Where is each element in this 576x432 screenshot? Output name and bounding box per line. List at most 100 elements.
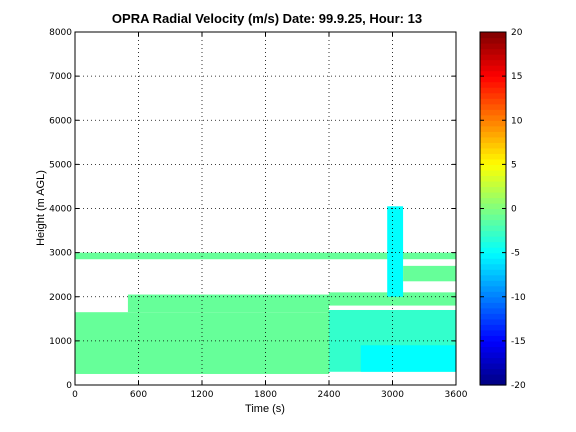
colorbar-tick-label: -10 bbox=[511, 293, 526, 303]
colorbar-step bbox=[480, 164, 506, 171]
colorbar-step bbox=[480, 318, 506, 325]
x-tick-label: 600 bbox=[130, 390, 147, 400]
colorbar-step bbox=[480, 247, 506, 254]
colorbar-step bbox=[480, 70, 506, 77]
colorbar-step bbox=[480, 351, 506, 359]
colorbar-tick-label: 5 bbox=[511, 160, 517, 170]
colorbar-step bbox=[480, 373, 506, 381]
x-tick-label: 1800 bbox=[254, 390, 277, 400]
colorbar-step bbox=[480, 32, 506, 39]
x-tick-label: 1200 bbox=[191, 390, 214, 400]
colorbar-step bbox=[480, 346, 506, 353]
colorbar-step bbox=[480, 219, 506, 226]
colorbar-step bbox=[480, 285, 506, 292]
colorbar-tick-label: -5 bbox=[511, 249, 520, 259]
colorbar-step bbox=[480, 131, 506, 138]
colorbar-step bbox=[480, 125, 506, 132]
colorbar-step bbox=[480, 43, 506, 50]
colorbar-step bbox=[480, 120, 506, 127]
y-tick-label: 2000 bbox=[49, 293, 72, 303]
colorbar-tick-label: 20 bbox=[511, 28, 523, 38]
colorbar-step bbox=[480, 202, 506, 210]
y-tick-label: 0 bbox=[66, 381, 72, 391]
x-tick-label: 2400 bbox=[318, 390, 341, 400]
colorbar-gradient bbox=[480, 32, 506, 386]
y-tick-label: 6000 bbox=[49, 116, 72, 126]
x-tick-label: 3600 bbox=[445, 390, 468, 400]
y-tick-label: 4000 bbox=[49, 205, 72, 215]
colorbar-step bbox=[480, 37, 506, 44]
colorbar-step bbox=[480, 302, 506, 309]
plot-area: 0 600 1200 1800 2400 3000 3600 0 1000 2000 3000 40… bbox=[49, 28, 468, 400]
colorbar-step bbox=[480, 114, 506, 121]
colorbar-step bbox=[480, 153, 506, 160]
colorbar-tick-label: 10 bbox=[511, 116, 523, 126]
colorbar-tick-label: -15 bbox=[511, 337, 526, 347]
velocity-region-2 bbox=[127, 294, 330, 313]
colorbar-step bbox=[480, 76, 506, 83]
colorbar-step bbox=[480, 81, 506, 88]
colorbar-step bbox=[480, 191, 506, 199]
velocity-region-0 bbox=[75, 312, 329, 374]
velocity-region-7 bbox=[403, 265, 456, 282]
colorbar-step bbox=[480, 180, 506, 188]
x-tick-label: 0 bbox=[72, 390, 78, 400]
colorbar-step bbox=[480, 158, 506, 165]
colorbar-step bbox=[480, 258, 506, 265]
y-tick-label: 3000 bbox=[49, 249, 72, 259]
colorbar-step bbox=[480, 230, 506, 237]
colorbar-ticks: 20 15 10 5 0 -5 -10 -15 -20 bbox=[480, 28, 526, 391]
colorbar-step bbox=[480, 296, 506, 303]
colorbar-step bbox=[480, 379, 506, 386]
grid bbox=[75, 32, 456, 385]
colorbar-step bbox=[480, 208, 506, 215]
velocity-region-1 bbox=[75, 252, 456, 260]
colorbar-step bbox=[480, 136, 506, 143]
y-tick-label: 7000 bbox=[49, 72, 72, 82]
colorbar-step bbox=[480, 357, 506, 364]
y-tick-label: 1000 bbox=[49, 337, 72, 347]
colorbar-step bbox=[480, 169, 506, 177]
colorbar-tick-label: 0 bbox=[511, 205, 517, 215]
colorbar-step bbox=[480, 236, 506, 243]
colorbar-step bbox=[480, 175, 506, 182]
colorbar-step bbox=[480, 241, 506, 248]
y-axis-label: Height (m AGL) bbox=[35, 170, 47, 246]
colorbar-step bbox=[480, 291, 506, 298]
colorbar-step bbox=[480, 98, 506, 105]
colorbar-step bbox=[480, 329, 506, 336]
colorbar-step bbox=[480, 48, 506, 55]
colorbar-step bbox=[480, 362, 506, 370]
colorbar-step bbox=[480, 252, 506, 259]
velocity-region-6 bbox=[387, 206, 404, 297]
colorbar-step bbox=[480, 147, 506, 154]
colorbar-step bbox=[480, 324, 506, 331]
chart-title: OPRA Radial Velocity (m/s) Date: 99.9.25… bbox=[112, 11, 422, 26]
colorbar-step bbox=[480, 335, 506, 342]
x-axis-label: Time (s) bbox=[245, 403, 285, 415]
colorbar-step bbox=[480, 274, 506, 281]
colorbar: 20 15 10 5 0 -5 -10 -15 -20 bbox=[479, 28, 526, 391]
colorbar-step bbox=[480, 368, 506, 375]
y-tick-label: 5000 bbox=[49, 160, 72, 170]
x-axis-ticks: 0 600 1200 1800 2400 3000 3600 bbox=[72, 32, 468, 400]
y-tick-label: 8000 bbox=[49, 28, 72, 38]
colorbar-step bbox=[480, 263, 506, 270]
colorbar-step bbox=[480, 59, 506, 66]
colorbar-step bbox=[480, 313, 506, 320]
colorbar-step bbox=[480, 280, 506, 287]
colorbar-step bbox=[480, 54, 506, 61]
colorbar-step bbox=[480, 103, 506, 110]
colorbar-tick-label: -20 bbox=[511, 381, 526, 391]
colorbar-step bbox=[480, 142, 506, 149]
colorbar-step bbox=[480, 197, 506, 204]
colorbar-step bbox=[480, 214, 506, 221]
colorbar-step bbox=[480, 340, 506, 347]
colorbar-tick-label: 15 bbox=[511, 72, 522, 82]
colorbar-step bbox=[480, 269, 506, 276]
colorbar-step bbox=[480, 87, 506, 94]
colorbar-step bbox=[480, 92, 506, 99]
colorbar-step bbox=[480, 109, 506, 116]
y-axis-ticks: 0 1000 2000 3000 4000 5000 6000 7000 8000 bbox=[49, 28, 456, 391]
